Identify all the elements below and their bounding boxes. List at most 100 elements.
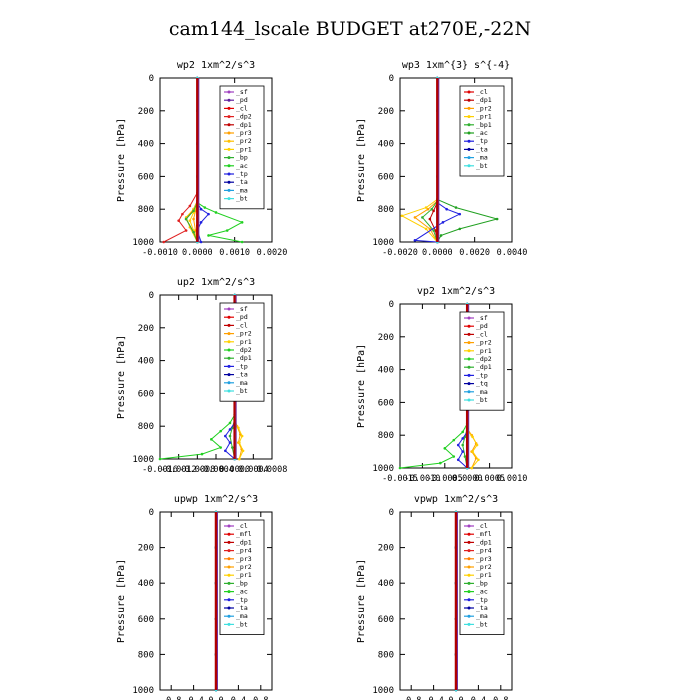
series-point (452, 455, 456, 458)
x-tick-label: 0.0040 (497, 248, 528, 258)
x-tick-label: -0.0010 (404, 474, 440, 484)
panel-title: vp2 1xm^2/s^3 (417, 286, 495, 297)
series-point (439, 234, 443, 237)
legend-marker (467, 606, 471, 610)
x-tick-label: 0.8 (493, 696, 508, 700)
panel-3: up2 1xm^2/s^3 Pressure [hPa] 0 200 400 600 800… (116, 277, 287, 475)
series-point (219, 446, 222, 449)
legend-entry: _pr1 (476, 571, 492, 579)
x-tick-label: 0.0004 (238, 465, 269, 475)
series-line-dp2 (399, 304, 468, 469)
legend-marker (467, 115, 471, 119)
legend-marker (227, 90, 231, 94)
series-point (452, 438, 456, 442)
legend-marker (467, 90, 471, 94)
legend-entry: _mfl (236, 530, 252, 538)
series-point (228, 434, 232, 438)
legend-entry: _dp1 (236, 354, 252, 362)
legend-marker (467, 549, 471, 553)
legend-entry: _ac (236, 588, 248, 596)
legend-entry: _bt (476, 162, 488, 170)
series-point (413, 216, 417, 219)
legend-entry: _cl (236, 321, 248, 329)
y-tick-label: 400 (138, 140, 154, 150)
y-tick-label: 1000 (132, 686, 154, 696)
legend-entry: _mfl (476, 530, 492, 538)
legend-entry: _pr4 (476, 547, 492, 555)
legend-marker (467, 622, 471, 626)
legend-entry: _tp (236, 596, 248, 604)
x-tick-label: 0.0010 (219, 248, 250, 258)
legend-entry: _dp2 (476, 355, 492, 363)
legend-marker (467, 164, 471, 168)
legend-entry: _ta (236, 604, 248, 612)
legend-marker (227, 614, 231, 618)
legend-marker (227, 340, 231, 344)
series-line-bp1 (421, 78, 438, 243)
legend-entry: _ac (476, 588, 488, 596)
legend-entry: _pr1 (476, 113, 492, 121)
legend-marker (467, 341, 471, 345)
y-tick-label: 1000 (132, 238, 154, 248)
legend-entry: _ma (236, 186, 248, 194)
x-tick-label: 0.0 (448, 696, 463, 700)
series-point (428, 227, 432, 231)
legend-entry: _pd (236, 96, 248, 104)
series-point (188, 204, 192, 208)
panel-5: upwp 1xm^2/s^3 Pressure [hPa] 0 200 400 600 80… (116, 494, 273, 700)
legend-marker (467, 382, 471, 386)
legend-entry: _bp (236, 154, 248, 162)
legend-entry: _dp1 (476, 96, 492, 104)
series-point (219, 429, 222, 433)
panel-title: wp2 1xm^2/s^3 (177, 60, 255, 71)
legend-marker (467, 373, 471, 377)
x-tick-label: 0.0000 (219, 465, 250, 475)
legend-entry: _pr2 (236, 330, 252, 338)
legend-marker (467, 532, 471, 536)
legend-entry: _pd (236, 313, 248, 321)
y-tick-label: 800 (138, 422, 154, 432)
series-point (424, 206, 428, 209)
legend-box (459, 85, 505, 177)
series-point (413, 239, 417, 242)
y-tick-label: 800 (378, 650, 394, 660)
y-tick-label: 0 (149, 291, 154, 301)
legend-marker (227, 164, 231, 168)
y-tick-label: 400 (138, 357, 154, 367)
series-point (400, 214, 404, 218)
legend-marker (467, 156, 471, 160)
legend-marker (467, 131, 471, 135)
series-point (421, 216, 424, 219)
panel-title: wp3 1xm^{3} s^{-4} (402, 60, 510, 71)
legend-marker (227, 147, 231, 151)
series-point (461, 443, 465, 447)
x-tick-label: 0.0000 (182, 248, 213, 258)
series-point (445, 207, 448, 211)
series-line-pr2 (414, 78, 438, 243)
y-tick-label: 600 (138, 172, 154, 182)
legend-entry: _pr3 (236, 129, 252, 137)
x-tick-label: 0.0 (208, 696, 223, 700)
legend: _sf_pd_cl_dp2_dp1_pr3_pr2_pr1_bp_ac_tp_t… (219, 85, 265, 210)
legend-marker (227, 98, 231, 102)
series-line-pr1 (400, 78, 438, 243)
series-point (495, 217, 499, 221)
y-tick-label: 600 (378, 615, 394, 625)
series-point (432, 229, 435, 232)
legend-marker (227, 139, 231, 143)
x-tick-label: 0.4 (471, 696, 486, 700)
y-tick-label: 200 (138, 107, 154, 117)
legend-entry: _sf (236, 88, 248, 96)
panel-title: upwp 1xm^2/s^3 (174, 494, 258, 505)
legend-entry: _sf (476, 314, 488, 322)
legend-marker (467, 598, 471, 602)
legend-marker (227, 315, 231, 319)
series-point (461, 437, 465, 440)
legend-marker (227, 557, 231, 561)
legend-marker (227, 524, 231, 528)
series-point (458, 227, 462, 231)
series-point (203, 206, 207, 209)
series-point (224, 434, 227, 438)
legend-marker (227, 156, 231, 160)
legend-entry: _tq (476, 380, 488, 388)
